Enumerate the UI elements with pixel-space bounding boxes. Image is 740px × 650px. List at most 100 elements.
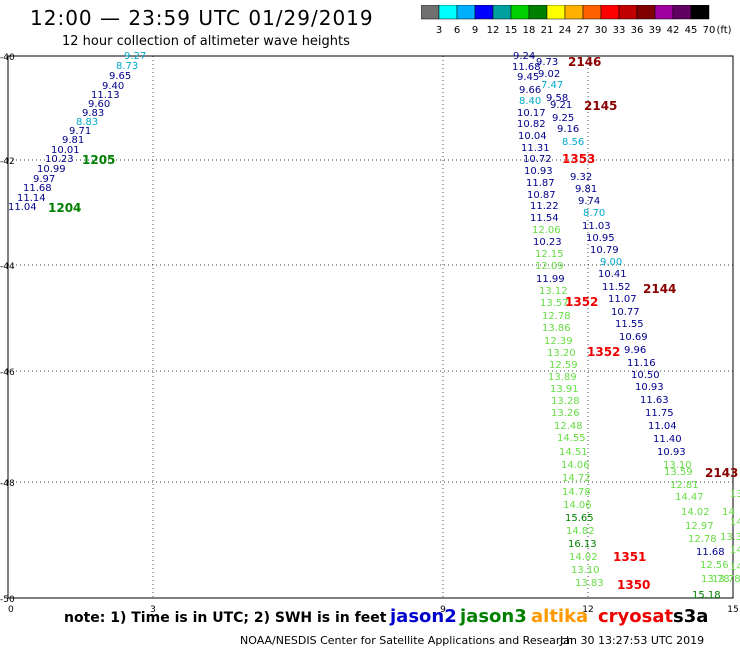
- legend-label: 42: [667, 25, 680, 36]
- wave-height-reading: 10.50: [631, 370, 660, 381]
- wave-height-reading: 10.41: [598, 269, 627, 280]
- wave-height-reading: 9.21: [550, 100, 572, 111]
- wave-height-reading: 11.63: [640, 395, 669, 406]
- wave-height-reading: 11.68: [696, 547, 725, 558]
- wave-height-reading: 9.58: [546, 93, 568, 104]
- wave-height-reading: 13.26: [551, 408, 580, 419]
- page-subtitle: 12 hour collection of altimeter wave hei…: [62, 34, 350, 49]
- wave-height-reading: 8.73: [116, 61, 138, 72]
- plot-frame: [7, 55, 734, 599]
- legend-label: 30: [595, 25, 608, 36]
- wave-height-reading: 11.04: [8, 202, 37, 213]
- wave-height-reading: 10.69: [619, 332, 648, 343]
- wave-height-reading: 14.51: [559, 447, 588, 458]
- wave-height-reading: 7.47: [541, 80, 563, 91]
- wave-height-reading: 16.13: [568, 539, 597, 550]
- wave-height-reading: 12.97: [685, 521, 714, 532]
- footer-credit: NOAA/NESDIS Center for Satellite Applica…: [240, 634, 574, 647]
- wave-height-reading: 14: [722, 507, 735, 518]
- wave-height-reading: 12.78: [542, 311, 571, 322]
- wave-height-reading: 11.03: [582, 221, 611, 232]
- wave-height-reading: 8.70: [583, 208, 605, 219]
- wave-height-reading: 14.55: [557, 433, 586, 444]
- wave-height-reading: 9.40: [102, 81, 124, 92]
- y-tick-label: -48: [0, 479, 15, 489]
- legend-label: 24: [559, 25, 572, 36]
- wave-height-reading: 13.59: [664, 467, 693, 478]
- wave-height-reading: 10.93: [524, 166, 553, 177]
- wave-height-reading: 13.57: [540, 298, 569, 309]
- wave-height-reading: 10.17: [517, 108, 546, 119]
- satellite-label-jason3: jason3: [460, 606, 527, 627]
- wave-height-reading: 14.02: [569, 552, 598, 563]
- wave-height-reading: 13.10: [571, 565, 600, 576]
- wave-height-reading: 10.23: [45, 154, 74, 165]
- wave-height-reading: 11.55: [615, 319, 644, 330]
- legend-swatch: [690, 5, 710, 20]
- wave-height-reading: 11.22: [530, 201, 559, 212]
- wave-height-reading: 11.14: [17, 193, 46, 204]
- pass-time-label: 2146: [568, 55, 601, 69]
- wave-height-reading: 12.81: [670, 480, 699, 491]
- x-tick-label: 0: [8, 605, 14, 615]
- wave-height-reading: 14.06: [563, 500, 592, 511]
- wave-height-reading: 12.09: [535, 261, 564, 272]
- wave-height-reading: 10.23: [533, 237, 562, 248]
- wave-height-reading: 13.78: [712, 574, 740, 585]
- wave-height-reading: 13.83: [575, 578, 604, 589]
- wave-height-reading: 10.95: [586, 233, 615, 244]
- x-tick-label: 15: [727, 605, 738, 615]
- wave-height-reading: 14.47: [675, 492, 704, 503]
- wave-height-reading: 10.93: [657, 447, 686, 458]
- legend-label: 39: [649, 25, 662, 36]
- wave-height-reading: 13.86: [542, 323, 571, 334]
- wave-height-reading: 9.00: [600, 257, 622, 268]
- legend-label: 33: [613, 25, 626, 36]
- x-tick-label: 3: [150, 605, 156, 615]
- wave-height-reading: 12.59: [549, 360, 578, 371]
- wave-height-reading: 13.89: [548, 372, 577, 383]
- wave-height-reading: 9.25: [552, 113, 574, 124]
- pass-time-label: 1205: [82, 153, 115, 167]
- y-tick-label: -42: [0, 157, 15, 167]
- pass-time-label: 1351: [613, 550, 646, 564]
- wave-height-reading: 9.96: [624, 345, 646, 356]
- wave-height-reading: 8.56: [562, 137, 584, 148]
- wave-height-reading: 15.65: [565, 513, 594, 524]
- wave-height-reading: 11.75: [645, 408, 674, 419]
- pass-time-label: 1353: [562, 152, 595, 166]
- wave-height-reading: 9.73: [536, 57, 558, 68]
- wave-height-reading: 9.97: [33, 174, 55, 185]
- legend-label: 21: [541, 25, 554, 36]
- satellite-label-cryosat: cryosat: [598, 606, 674, 627]
- wave-height-reading: 14: [730, 545, 740, 556]
- wave-height-reading: 11.52: [602, 282, 631, 293]
- wave-height-reading: 13.28: [551, 396, 580, 407]
- wave-height-reading: 13: [730, 489, 740, 500]
- wave-height-reading: 14: [730, 517, 740, 528]
- wave-height-reading: 9.45: [517, 72, 539, 83]
- x-tick-label: 12: [582, 605, 593, 615]
- legend-label: 27: [577, 25, 590, 36]
- wave-height-reading: 10.04: [518, 131, 547, 142]
- wave-height-reading: 11.68: [23, 183, 52, 194]
- wave-height-reading: 11.16: [627, 358, 656, 369]
- wave-height-reading: 11.04: [648, 421, 677, 432]
- wave-height-reading: 13.10: [663, 460, 692, 471]
- wave-height-reading: 13.34: [720, 532, 740, 543]
- wave-height-reading: 14.06: [561, 460, 590, 471]
- legend-label: 18: [523, 25, 536, 36]
- wave-height-reading: 11.54: [530, 213, 559, 224]
- wave-height-reading: 8.40: [519, 96, 541, 107]
- y-tick-label: -40: [0, 53, 15, 63]
- wave-height-reading: 12.06: [532, 225, 561, 236]
- y-tick-label: -44: [0, 262, 15, 272]
- pass-time-label: 1352: [565, 295, 598, 309]
- wave-height-reading: 14.02: [681, 507, 710, 518]
- wave-height-reading: 9.71: [69, 126, 91, 137]
- legend-label: 12: [487, 25, 500, 36]
- wave-height-reading: 11.99: [536, 274, 565, 285]
- page-title: 12:00 — 23:59 UTC 01/29/2019: [30, 6, 374, 30]
- wave-height-reading: 9.65: [109, 71, 131, 82]
- pass-time-label: 1350: [617, 578, 650, 592]
